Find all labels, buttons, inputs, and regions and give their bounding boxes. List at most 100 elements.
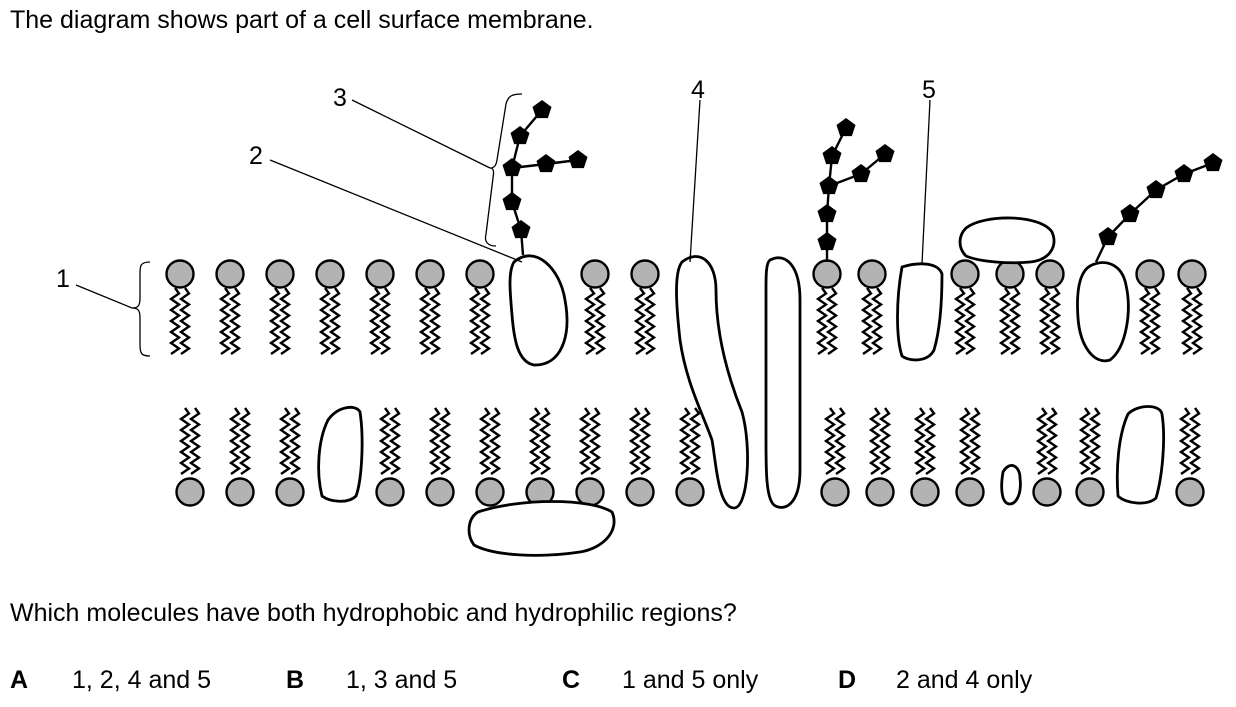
phospholipid-head <box>995 259 1025 289</box>
phospholipid-head <box>865 477 895 507</box>
fatty-acid-tail <box>1190 287 1204 355</box>
leader-line-5 <box>921 99 931 265</box>
option-a-letter: A <box>10 666 29 694</box>
fatty-acid-tail <box>578 407 592 475</box>
phospholipid-head <box>1075 477 1105 507</box>
fatty-acid-tail <box>268 287 282 355</box>
fatty-acid-tail <box>953 287 967 355</box>
fatty-acid-tail <box>998 287 1012 355</box>
fatty-acid-tail <box>633 287 647 355</box>
fatty-acid-tail <box>218 287 232 355</box>
fatty-acid-tail <box>288 407 302 475</box>
phospholipid-head <box>465 259 495 289</box>
phospholipid-head <box>175 477 205 507</box>
fatty-acid-tail <box>388 407 402 475</box>
sugar-unit <box>1174 164 1194 183</box>
fatty-acid-tail <box>868 407 882 475</box>
fatty-acid-tail <box>278 407 292 475</box>
fatty-acid-tail <box>923 407 937 475</box>
option-c-letter: C <box>562 666 581 694</box>
fatty-acid-tail <box>178 287 192 355</box>
fatty-acid-tail <box>1178 407 1192 475</box>
fatty-acid-tail <box>1088 407 1102 475</box>
fatty-acid-tail <box>870 287 884 355</box>
fatty-acid-tail <box>958 407 972 475</box>
transmembrane-channel-protein <box>764 256 802 509</box>
fatty-acid-tail <box>678 407 692 475</box>
phospholipid-head <box>910 477 940 507</box>
phospholipid-head <box>365 259 395 289</box>
phospholipid-head <box>625 477 655 507</box>
sugar-unit <box>822 146 842 165</box>
fatty-acid-tail <box>378 287 392 355</box>
sugar-unit <box>819 176 839 195</box>
option-b-letter: B <box>286 666 305 694</box>
label-3: 3 <box>333 84 347 112</box>
fatty-acid-tail <box>628 407 642 475</box>
fatty-acid-tail <box>468 287 482 355</box>
fatty-acid-tail <box>178 407 192 475</box>
sugar-unit <box>817 232 837 251</box>
fatty-acid-tail <box>418 287 432 355</box>
fatty-acid-tail <box>963 287 977 355</box>
sugar-unit <box>875 144 895 163</box>
phospholipid-head <box>950 259 980 289</box>
option-d-text: 2 and 4 only <box>896 666 1033 694</box>
peripheral-protein-top <box>958 216 1056 265</box>
fatty-acid-tail <box>318 287 332 355</box>
bracket-label-1 <box>131 261 151 357</box>
phospholipid-head <box>1035 259 1065 289</box>
sugar-unit <box>1098 227 1118 246</box>
sugar-unit <box>536 154 556 173</box>
fatty-acid-tail <box>1138 287 1152 355</box>
sugar-unit <box>511 220 531 239</box>
fatty-acid-tail <box>1045 407 1059 475</box>
label-2: 2 <box>249 142 263 170</box>
phospholipid-head <box>425 477 455 507</box>
phospholipid-head <box>265 259 295 289</box>
option-c-text: 1 and 5 only <box>622 666 759 694</box>
fatty-acid-tail <box>368 287 382 355</box>
sugar-unit <box>502 192 522 211</box>
intrinsic-protein-lower-right <box>1115 405 1166 505</box>
sugar-unit <box>836 118 856 137</box>
phospholipid-head <box>857 259 887 289</box>
phospholipid-head <box>575 477 605 507</box>
fatty-acid-tail <box>528 407 542 475</box>
fatty-acid-tail <box>815 287 829 355</box>
sugar-unit <box>532 100 552 119</box>
sugar-unit <box>851 164 871 183</box>
option-b-text: 1, 3 and 5 <box>346 666 458 694</box>
phospholipid-head <box>1135 259 1165 289</box>
sugar-unit <box>1120 204 1140 223</box>
phospholipid-head <box>820 477 850 507</box>
phospholipid-head <box>1177 259 1207 289</box>
sugar-unit <box>568 150 588 169</box>
fatty-acid-tail <box>428 287 442 355</box>
phospholipid-head <box>475 477 505 507</box>
small-protein-lower <box>1000 464 1022 506</box>
transmembrane-protein-4 <box>675 255 749 510</box>
leader-line-1 <box>75 284 133 309</box>
phospholipid-head <box>955 477 985 507</box>
fatty-acid-tail <box>488 407 502 475</box>
phospholipid-head <box>415 259 445 289</box>
fatty-acid-tail <box>1180 287 1194 355</box>
fatty-acid-tail <box>1035 407 1049 475</box>
phospholipid-head <box>1032 477 1062 507</box>
fatty-acid-tail <box>1148 287 1162 355</box>
label-4: 4 <box>691 76 705 104</box>
option-a-text: 1, 2, 4 and 5 <box>72 666 212 694</box>
fatty-acid-tail <box>688 407 702 475</box>
phospholipid-head <box>580 259 610 289</box>
fatty-acid-tail <box>438 407 452 475</box>
fatty-acid-tail <box>1038 287 1052 355</box>
phospholipid-head <box>215 259 245 289</box>
phospholipid-head <box>375 477 405 507</box>
fatty-acid-tail <box>583 287 597 355</box>
question-prompt: Which molecules have both hydrophobic an… <box>10 599 737 627</box>
fatty-acid-tail <box>228 407 242 475</box>
phospholipid-head <box>315 259 345 289</box>
leader-line-3 <box>351 99 491 169</box>
